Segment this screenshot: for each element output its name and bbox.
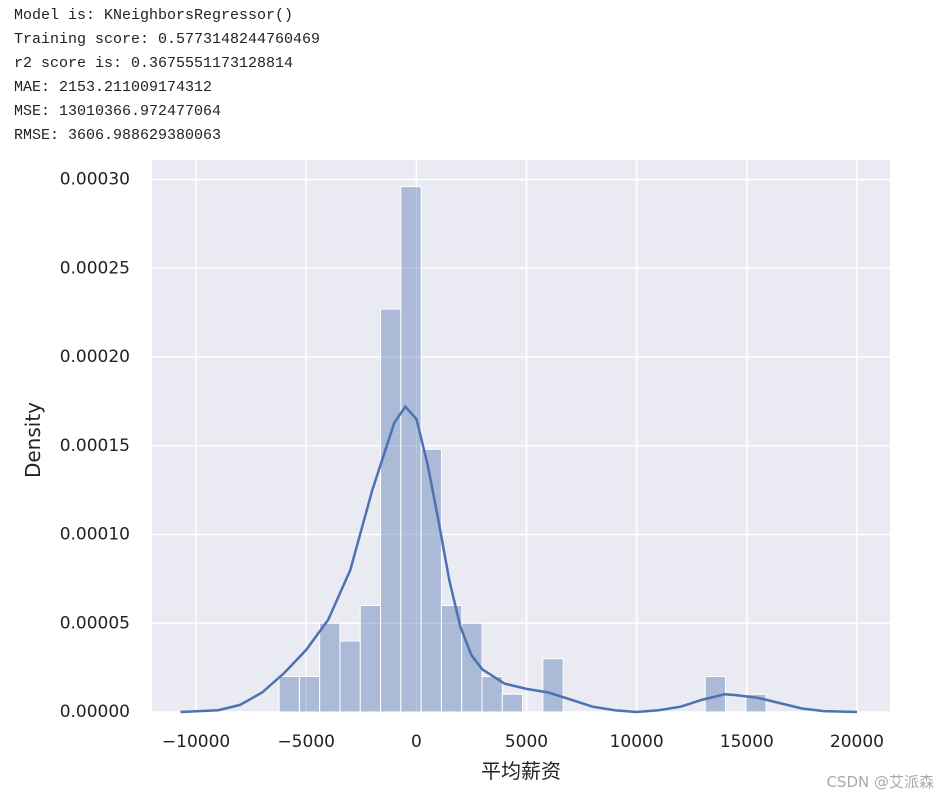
y-tick-label: 0.00000: [60, 702, 130, 722]
bar: [339, 640, 361, 713]
y-tick-label: 0.00015: [60, 436, 130, 456]
bar: [501, 693, 524, 713]
text-output: Model is: KNeighborsRegressor() Training …: [14, 7, 320, 144]
bar: [298, 676, 321, 713]
plot-area: [152, 160, 890, 712]
output-line: MAE: 2153.211009174312: [14, 79, 212, 96]
x-tick-label: 5000: [505, 732, 548, 752]
output-line: RMSE: 3606.988629380063: [14, 127, 221, 144]
x-tick-label: −5000: [277, 732, 335, 752]
bar: [481, 676, 503, 713]
x-tick-label: 15000: [720, 732, 774, 752]
y-axis-label: Density: [21, 402, 45, 478]
x-axis-label: 平均薪资: [481, 759, 561, 783]
x-tick-label: 0: [411, 732, 422, 752]
x-tick-label: 10000: [610, 732, 664, 752]
x-tick-label: −10000: [162, 732, 230, 752]
bar: [400, 186, 422, 713]
watermark: CSDN @艾派森: [826, 773, 934, 791]
kde-line: [180, 404, 858, 714]
y-tick-label: 0.00020: [60, 347, 130, 367]
y-tick-label: 0.00005: [60, 613, 130, 633]
y-tick-label: 0.00030: [60, 170, 130, 190]
bars: [278, 186, 767, 713]
y-tick-label: 0.00010: [60, 525, 130, 545]
kde: [180, 404, 858, 714]
output-line: Training score: 0.5773148244760469: [14, 31, 320, 48]
bar: [359, 605, 382, 713]
bar: [380, 308, 402, 713]
y-tick-label: 0.00025: [60, 258, 130, 278]
bar: [278, 676, 300, 713]
bar: [319, 622, 341, 713]
output-line: r2 score is: 0.3675551173128814: [14, 55, 293, 72]
output-line: MSE: 13010366.972477064: [14, 103, 221, 120]
x-tick-label: 20000: [830, 732, 884, 752]
grid: [152, 160, 890, 713]
output-line: Model is: KNeighborsRegressor(): [14, 7, 293, 24]
bar: [542, 658, 564, 713]
